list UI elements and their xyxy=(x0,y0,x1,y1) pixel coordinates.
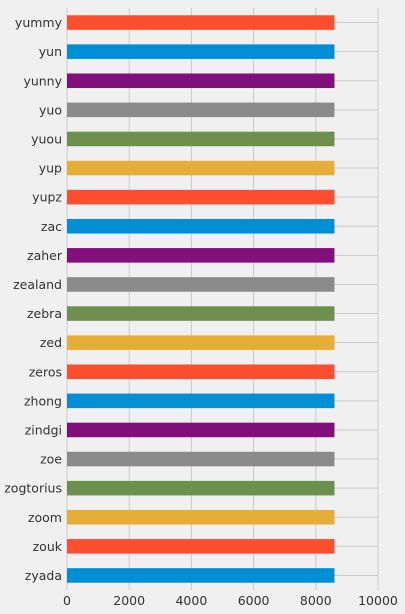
y-tick-label: zoe xyxy=(40,452,62,467)
grid-layer xyxy=(66,8,379,590)
bar-zouk xyxy=(67,539,335,554)
x-tick-labels: 0 2000 4000 6000 8000 10000 xyxy=(63,593,398,608)
y-tick-labels: zyada zouk zoom zogtorius zoe zindgi zhong zero… xyxy=(4,15,63,583)
y-tick-label: zouk xyxy=(33,539,63,554)
bar-yun xyxy=(67,44,335,59)
bar-yuo xyxy=(67,102,335,118)
y-tick-label: yun xyxy=(39,44,62,59)
x-tick-label: 2000 xyxy=(113,593,145,608)
y-tick-label: zyada xyxy=(25,568,62,583)
bar-zebra xyxy=(67,306,335,321)
bar-zogtorius xyxy=(67,480,335,496)
bar-zeros xyxy=(67,364,335,380)
bar-zyada xyxy=(67,568,335,583)
y-tick-label: yuou xyxy=(31,131,62,146)
y-tick-label: zealand xyxy=(13,277,62,292)
bar-zaher xyxy=(67,248,335,263)
y-tick-label: zhong xyxy=(24,393,62,408)
y-tick-label: zed xyxy=(40,335,62,350)
y-tick-label: zaher xyxy=(27,248,63,263)
y-tick-label: zebra xyxy=(27,306,62,321)
y-tick-label: yup xyxy=(39,161,62,176)
y-tick-label: zogtorius xyxy=(4,481,62,496)
y-tick-label: yupz xyxy=(32,190,62,205)
bar-yummy xyxy=(67,15,335,30)
bar-zhong xyxy=(67,393,335,409)
y-tick-label: zeros xyxy=(29,364,62,379)
y-tick-label: yummy xyxy=(15,15,63,30)
y-tick-label: zoom xyxy=(28,510,62,525)
x-tick-label: 8000 xyxy=(300,593,332,608)
bar-zoe xyxy=(67,451,335,467)
bar-zealand xyxy=(67,277,335,292)
bar-zindgi xyxy=(67,422,335,438)
x-tick-label: 10000 xyxy=(358,593,398,608)
bar-zoom xyxy=(67,509,335,525)
bar-yunny xyxy=(67,73,335,89)
bar-zac xyxy=(67,218,335,234)
y-tick-label: yunny xyxy=(23,73,62,88)
x-tick-label: 4000 xyxy=(175,593,207,608)
bar-layer xyxy=(67,15,335,583)
y-tick-label: yuo xyxy=(39,102,62,117)
x-tick-label: 0 xyxy=(63,593,71,608)
y-tick-label: zindgi xyxy=(25,422,62,437)
bar-yup xyxy=(67,160,335,176)
x-tick-label: 6000 xyxy=(238,593,270,608)
bar-zed xyxy=(67,335,335,350)
bar-yuou xyxy=(67,131,335,147)
bar-yupz xyxy=(67,189,335,205)
y-tick-label: zac xyxy=(41,219,62,234)
